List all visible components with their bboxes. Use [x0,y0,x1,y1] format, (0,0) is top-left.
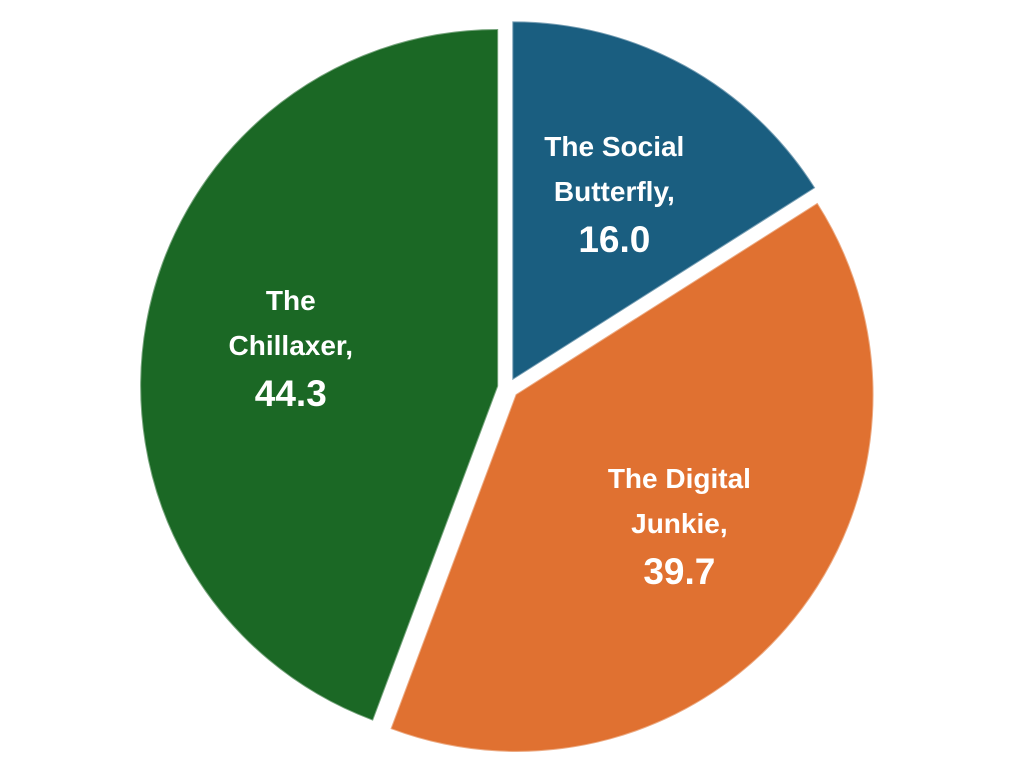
pie-slice [140,29,499,721]
slice-label: The Chillaxer, 44.3 [201,278,381,420]
slice-label: The Social Butterfly, 16.0 [524,124,704,266]
value-label: 39.7 [643,551,716,593]
pie-slice [390,202,874,752]
value-label: 44.3 [254,372,327,414]
category-label: The Chillaxer, [228,284,354,361]
pie-slice [512,21,816,381]
value-label: 16.0 [578,218,651,260]
category-label: The Digital Junkie, [607,463,751,540]
category-label: The Social Butterfly, [544,130,685,207]
slice-label: The Digital Junkie, 39.7 [589,456,769,598]
